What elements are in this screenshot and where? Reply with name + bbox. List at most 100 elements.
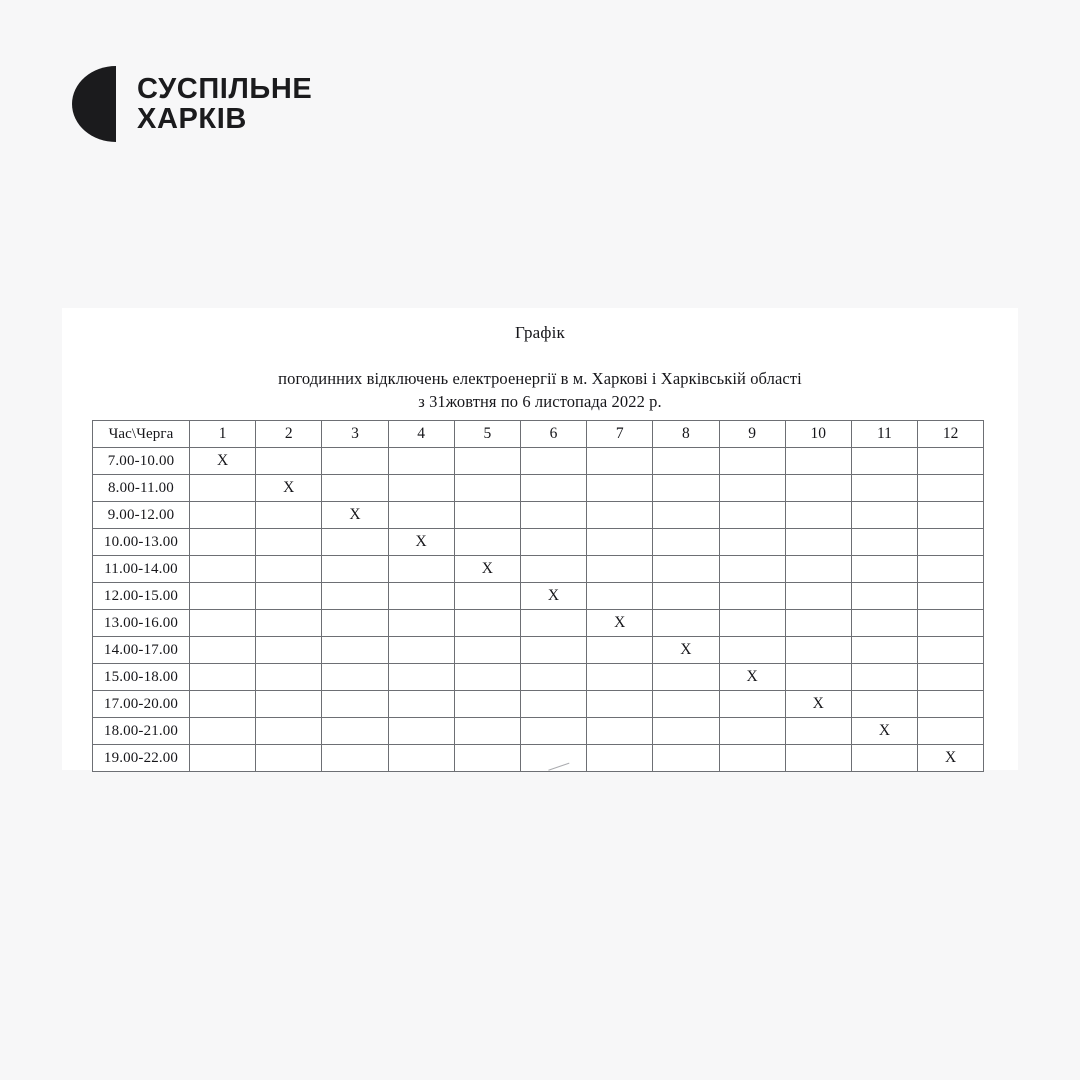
empty-cell <box>652 447 720 475</box>
empty-cell <box>652 744 720 772</box>
empty-cell <box>917 555 985 583</box>
table-row: 12.00-15.00 X <box>92 582 985 610</box>
table-row: 18.00-21.00 X <box>92 717 985 745</box>
time-slot-cell: 19.00-22.00 <box>92 744 190 772</box>
table-row: 9.00-12.00 X <box>92 501 985 529</box>
empty-cell <box>718 744 786 772</box>
empty-cell <box>188 690 257 718</box>
empty-cell <box>519 528 588 556</box>
empty-cell <box>586 528 654 556</box>
queue-column-header-12: 12 <box>917 420 985 448</box>
queue-column-header-2: 2 <box>255 420 323 448</box>
outage-mark-cell: X <box>917 744 985 772</box>
empty-cell <box>718 717 786 745</box>
empty-cell <box>652 555 720 583</box>
empty-cell <box>652 582 720 610</box>
empty-cell <box>255 447 323 475</box>
brand-line-1: СУСПІЛЬНЕ <box>137 72 313 105</box>
table-row: 7.00-10.00 X <box>92 447 985 475</box>
empty-cell <box>188 636 257 664</box>
empty-cell <box>586 690 654 718</box>
empty-cell <box>718 582 786 610</box>
empty-cell <box>321 690 389 718</box>
table-row: 11.00-14.00 X <box>92 555 985 583</box>
empty-cell <box>850 447 919 475</box>
empty-cell <box>321 528 389 556</box>
outage-schedule-table: Час\Черга 1 2 3 4 5 6 7 8 9 10 11 12 7.00-10.00 X 8.00… <box>92 420 985 772</box>
queue-column-header-9: 9 <box>718 420 786 448</box>
empty-cell <box>255 663 323 691</box>
empty-cell <box>255 717 323 745</box>
outage-mark-cell: X <box>784 690 852 718</box>
empty-cell <box>321 744 389 772</box>
time-slot-cell: 18.00-21.00 <box>92 717 190 745</box>
empty-cell <box>387 636 455 664</box>
queue-column-header-7: 7 <box>586 420 654 448</box>
empty-cell <box>784 717 852 745</box>
queue-column-header-5: 5 <box>453 420 521 448</box>
outage-mark-cell: X <box>519 582 588 610</box>
empty-cell <box>255 501 323 529</box>
table-corner-header: Час\Черга <box>92 420 190 448</box>
empty-cell <box>917 501 985 529</box>
empty-cell <box>519 447 588 475</box>
empty-cell <box>652 609 720 637</box>
empty-cell <box>453 717 521 745</box>
time-slot-cell: 17.00-20.00 <box>92 690 190 718</box>
empty-cell <box>453 447 521 475</box>
table-row: 17.00-20.00 X <box>92 690 985 718</box>
table-row: 10.00-13.00 X <box>92 528 985 556</box>
empty-cell <box>188 717 257 745</box>
empty-cell <box>850 474 919 502</box>
empty-cell <box>718 474 786 502</box>
time-slot-cell: 9.00-12.00 <box>92 501 190 529</box>
empty-cell <box>784 582 852 610</box>
queue-column-header-1: 1 <box>188 420 257 448</box>
outage-mark-cell: X <box>188 447 257 475</box>
empty-cell <box>652 528 720 556</box>
brand-wordmark: СУСПІЛЬНЕ ХАРКІВ <box>137 74 312 134</box>
empty-cell <box>453 690 521 718</box>
empty-cell <box>917 636 985 664</box>
empty-cell <box>188 744 257 772</box>
queue-column-header-4: 4 <box>387 420 455 448</box>
queue-column-header-6: 6 <box>519 420 588 448</box>
empty-cell <box>255 690 323 718</box>
empty-cell <box>255 609 323 637</box>
empty-cell <box>255 744 323 772</box>
table-row: 15.00-18.00 X <box>92 663 985 691</box>
empty-cell <box>387 717 455 745</box>
empty-cell <box>321 474 389 502</box>
empty-cell <box>917 528 985 556</box>
empty-cell <box>917 474 985 502</box>
empty-cell <box>453 474 521 502</box>
empty-cell <box>188 528 257 556</box>
brand-logo: СУСПІЛЬНЕ ХАРКІВ <box>72 66 312 142</box>
empty-cell <box>917 447 985 475</box>
outage-mark-cell: X <box>850 717 919 745</box>
outage-mark-cell: X <box>453 555 521 583</box>
empty-cell <box>917 717 985 745</box>
empty-cell <box>718 690 786 718</box>
empty-cell <box>188 474 257 502</box>
empty-cell <box>850 744 919 772</box>
half-disc-icon <box>72 66 116 142</box>
table-head: Час\Черга 1 2 3 4 5 6 7 8 9 10 11 12 <box>92 420 985 448</box>
empty-cell <box>321 717 389 745</box>
empty-cell <box>917 690 985 718</box>
empty-cell <box>586 636 654 664</box>
empty-cell <box>850 663 919 691</box>
empty-cell <box>321 636 389 664</box>
empty-cell <box>255 555 323 583</box>
empty-cell <box>387 501 455 529</box>
empty-cell <box>387 744 455 772</box>
empty-cell <box>255 636 323 664</box>
empty-cell <box>784 555 852 583</box>
time-slot-cell: 13.00-16.00 <box>92 609 190 637</box>
document-subtitle-line-1: погодинних відключень електроенергії в м… <box>278 369 802 388</box>
empty-cell <box>586 582 654 610</box>
empty-cell <box>652 663 720 691</box>
empty-cell <box>652 690 720 718</box>
empty-cell <box>321 447 389 475</box>
empty-cell <box>188 582 257 610</box>
